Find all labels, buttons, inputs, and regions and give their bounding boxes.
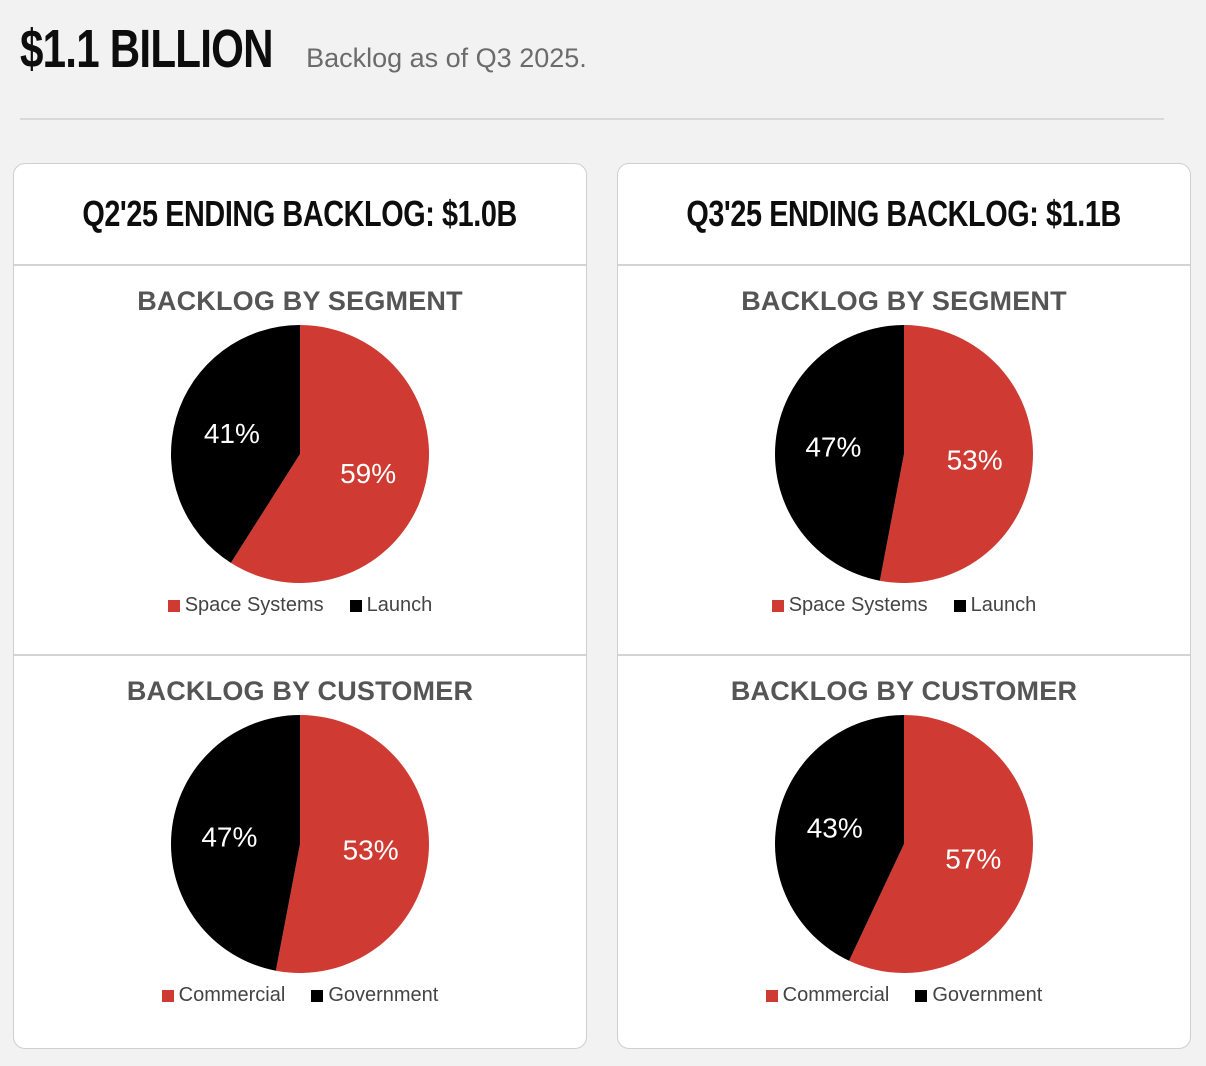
customer-chart-section: BACKLOG BY CUSTOMER 57% 43% Commercial Go… bbox=[618, 656, 1190, 1044]
customer-chart-section: BACKLOG BY CUSTOMER 53% 47% Commercial Go… bbox=[14, 656, 586, 1044]
card-title: Q2'25 ENDING BACKLOG: $1.0B bbox=[14, 164, 586, 266]
chart-title: BACKLOG BY CUSTOMER bbox=[730, 676, 1078, 706]
legend-label: Government bbox=[328, 984, 439, 1006]
legend-item: Space Systems bbox=[771, 594, 928, 617]
page-header: $1.1 BILLION Backlog as of Q3 2025. bbox=[20, 22, 587, 92]
legend-item: Government bbox=[311, 984, 438, 1007]
legend-label: Space Systems bbox=[184, 594, 324, 616]
pie-chart: 59% 41% bbox=[171, 325, 429, 583]
pie-data-label: 53% bbox=[343, 835, 399, 866]
legend-item: Launch bbox=[349, 594, 433, 617]
legend-item: Government bbox=[915, 984, 1042, 1007]
pie-data-label: 41% bbox=[204, 418, 260, 449]
legend-item: Space Systems bbox=[167, 594, 324, 617]
pie-data-label: 47% bbox=[201, 821, 257, 852]
pie-data-label: 57% bbox=[945, 843, 1001, 874]
header-divider bbox=[20, 118, 1164, 120]
pie-slice-launch bbox=[171, 325, 300, 563]
legend-item: Launch bbox=[953, 594, 1037, 617]
pie-slice-government bbox=[775, 715, 904, 961]
pie-chart: 57% 43% bbox=[775, 715, 1033, 973]
pie-slice-government bbox=[170, 715, 300, 971]
legend-label: Commercial bbox=[178, 984, 286, 1006]
pie-data-label: 43% bbox=[807, 813, 863, 844]
legend-swatch-black bbox=[311, 989, 324, 1002]
q2-backlog-card: Q2'25 ENDING BACKLOG: $1.0B BACKLOG BY S… bbox=[13, 163, 587, 1049]
pie-slice-space-systems bbox=[879, 325, 1033, 583]
legend-swatch-red bbox=[161, 989, 174, 1002]
legend-label: Government bbox=[932, 984, 1043, 1006]
pie-slice-launch bbox=[774, 325, 904, 581]
pie-slice-commercial bbox=[849, 715, 1033, 973]
pie-slice-space-systems bbox=[230, 325, 429, 583]
legend-label: Launch bbox=[366, 594, 433, 616]
legend-label: Commercial bbox=[782, 984, 890, 1006]
pie-data-label: 59% bbox=[340, 458, 396, 489]
legend-swatch-red bbox=[765, 989, 778, 1002]
chart-legend: Space Systems Launch bbox=[14, 594, 586, 617]
chart-title: BACKLOG BY CUSTOMER bbox=[126, 676, 474, 706]
pie-slice-commercial bbox=[275, 715, 429, 973]
q3-backlog-card: Q3'25 ENDING BACKLOG: $1.1B BACKLOG BY S… bbox=[617, 163, 1191, 1049]
legend-swatch-black bbox=[915, 989, 928, 1002]
pie-chart: 53% 47% bbox=[170, 715, 429, 973]
segment-chart-section: BACKLOG BY SEGMENT 53% 47% Space Systems … bbox=[618, 266, 1190, 656]
pie-chart: 53% 47% bbox=[774, 325, 1033, 583]
chart-title: BACKLOG BY SEGMENT bbox=[741, 286, 1067, 316]
chart-title: BACKLOG BY SEGMENT bbox=[137, 286, 463, 316]
segment-chart-section: BACKLOG BY SEGMENT 59% 41% Space Systems … bbox=[14, 266, 586, 656]
subhead: Backlog as of Q3 2025. bbox=[306, 43, 587, 73]
card-title-text: Q2'25 ENDING BACKLOG: $1.0B bbox=[82, 193, 518, 234]
chart-legend: Commercial Government bbox=[618, 984, 1190, 1007]
pie-data-label: 47% bbox=[805, 431, 861, 462]
chart-legend: Space Systems Launch bbox=[618, 594, 1190, 617]
chart-legend: Commercial Government bbox=[14, 984, 586, 1007]
card-title: Q3'25 ENDING BACKLOG: $1.1B bbox=[618, 164, 1190, 266]
card-title-text: Q3'25 ENDING BACKLOG: $1.1B bbox=[686, 193, 1122, 234]
legend-swatch-red bbox=[771, 599, 784, 612]
legend-swatch-red bbox=[167, 599, 180, 612]
legend-swatch-black bbox=[953, 599, 966, 612]
legend-label: Launch bbox=[970, 594, 1037, 616]
legend-item: Commercial bbox=[765, 984, 890, 1007]
legend-item: Commercial bbox=[161, 984, 286, 1007]
legend-label: Space Systems bbox=[788, 594, 928, 616]
legend-swatch-black bbox=[349, 599, 362, 612]
pie-data-label: 53% bbox=[947, 445, 1003, 476]
headline: $1.1 BILLION bbox=[20, 19, 274, 79]
